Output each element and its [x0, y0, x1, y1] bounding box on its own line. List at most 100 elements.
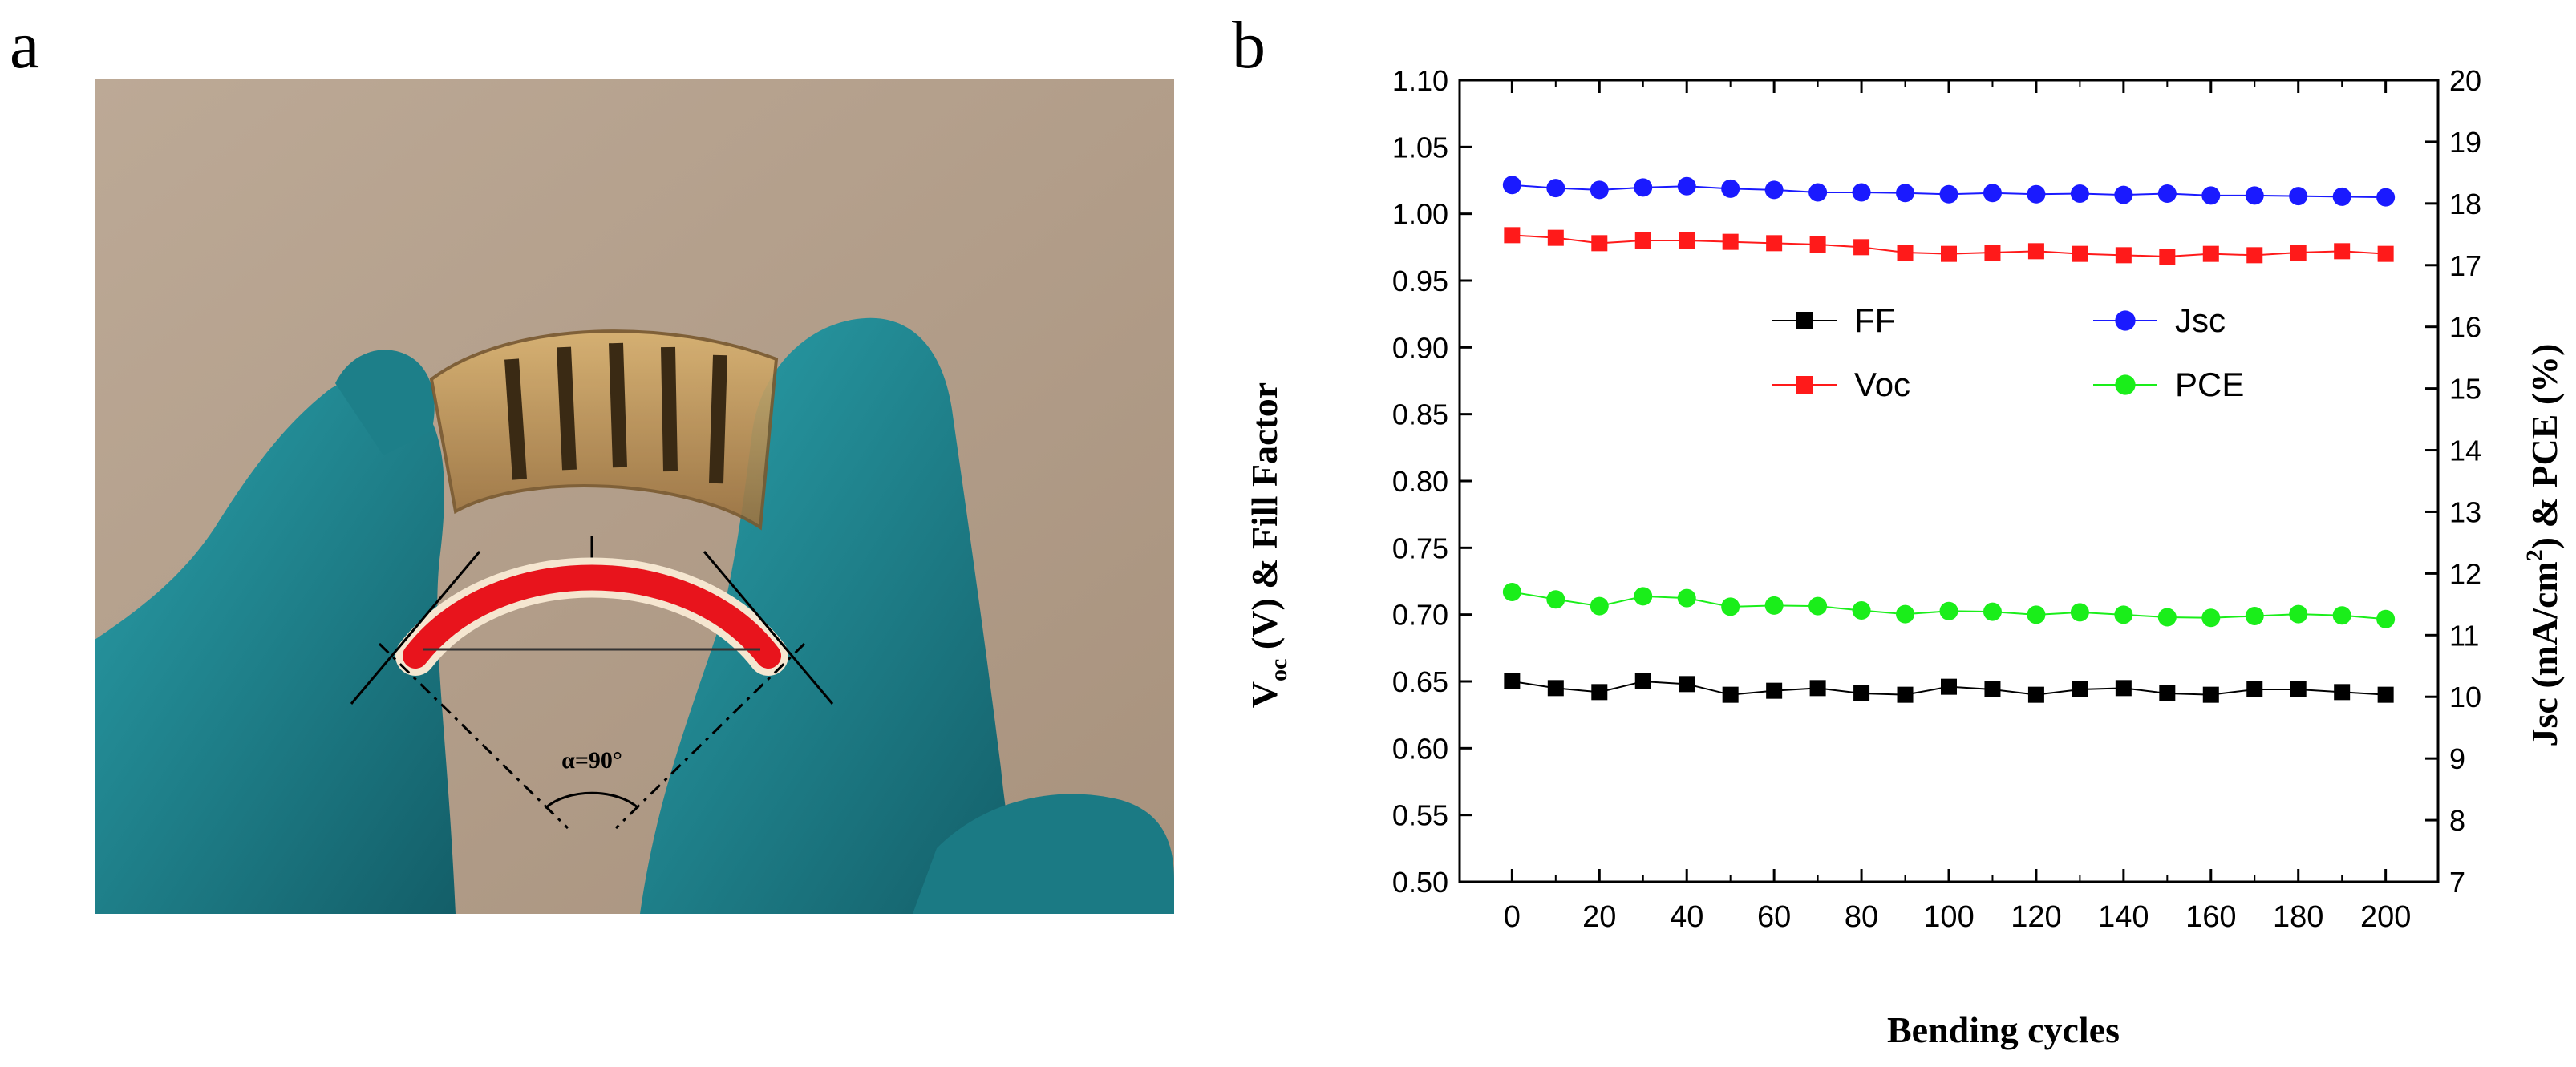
data-point-pce [2114, 605, 2133, 624]
data-point-jsc [2332, 187, 2351, 206]
data-point-ff [1634, 673, 1651, 689]
y-left-tick-label: 0.65 [1392, 665, 1448, 698]
y-right-label-pre: Jsc (mA/cm [2524, 561, 2565, 746]
data-point-pce [1852, 601, 1871, 620]
data-point-voc [1634, 232, 1651, 249]
legend-label-voc: Voc [1854, 366, 1910, 403]
series-jsc [1502, 176, 2396, 207]
data-point-ff [2202, 686, 2219, 703]
y-left-tick-label: 1.05 [1392, 131, 1448, 164]
data-point-jsc [1502, 176, 1521, 195]
data-point-ff [1679, 676, 1695, 693]
y-left-tick-label: 0.50 [1392, 866, 1448, 899]
y-right-tick-label: 13 [2449, 495, 2481, 528]
data-point-voc [1941, 245, 1957, 262]
data-point-voc [1897, 245, 1914, 261]
data-point-jsc [1983, 184, 2002, 203]
y-left-label-main: V [1244, 681, 1285, 708]
x-tick-label: 0 [1504, 900, 1521, 934]
angle-label: α=90° [561, 747, 622, 774]
data-point-pce [2332, 606, 2351, 625]
data-point-jsc [1808, 183, 1828, 202]
data-point-ff [2072, 681, 2088, 697]
data-point-pce [2201, 608, 2221, 628]
data-point-voc [2377, 245, 2394, 262]
y-right-tick-label: 8 [2449, 804, 2465, 837]
data-point-ff [1897, 686, 1914, 703]
legend-marker-pce [2115, 374, 2136, 395]
data-point-voc [2290, 245, 2307, 261]
data-point-pce [1590, 596, 1609, 616]
data-point-jsc [1677, 176, 1696, 196]
data-point-jsc [2201, 186, 2221, 205]
data-point-voc [2072, 245, 2088, 262]
y-left-tick-label: 0.95 [1392, 265, 1448, 297]
x-tick-label: 180 [2273, 900, 2323, 934]
legend-marker-voc [1796, 376, 1813, 394]
x-tick-label: 20 [1582, 900, 1616, 934]
data-point-voc [2202, 245, 2219, 262]
legend-item-ff: FF [1772, 301, 1895, 339]
tangent-right [703, 551, 834, 705]
y-left-label-sub: oc [1266, 659, 1292, 681]
legend-marker-ff [1796, 312, 1813, 329]
data-point-ff [2246, 681, 2263, 697]
legend-item-voc: Voc [1772, 366, 1910, 403]
data-point-pce [1939, 601, 1958, 620]
data-point-jsc [2114, 185, 2133, 204]
data-point-jsc [2157, 184, 2177, 204]
legend-item-pce: PCE [2093, 366, 2244, 403]
y-right-tick-label: 10 [2449, 681, 2481, 713]
x-tick-label: 120 [2011, 900, 2061, 934]
x-axis-label: Bending cycles [1887, 1009, 2120, 1050]
chart-series [1502, 176, 2396, 703]
chart-axes: 0 20 40 60 80 100 120 140 160 180 200 0.50 0.55 0.60 0… [1392, 64, 2481, 934]
y-right-tick-label: 17 [2449, 249, 2481, 282]
y-left-tick-label: 0.55 [1392, 799, 1448, 832]
data-point-pce [1677, 588, 1696, 608]
data-point-pce [2070, 603, 2089, 622]
series-ff [1504, 673, 2394, 703]
tangent-left [350, 551, 481, 705]
angle-arc [545, 791, 639, 810]
y-right-tick-label: 19 [2449, 126, 2481, 159]
series-voc [1504, 227, 2394, 265]
y-right-tick-label: 7 [2449, 866, 2465, 899]
data-point-ff [2159, 685, 2176, 701]
legend-item-jsc: Jsc [2093, 301, 2226, 339]
data-point-ff [2334, 684, 2351, 701]
legend-label-ff: FF [1854, 301, 1895, 339]
data-point-jsc [1939, 184, 1958, 204]
data-point-ff [2377, 686, 2394, 703]
data-point-jsc [1721, 179, 1740, 198]
right-glove-lower [913, 794, 1174, 914]
y-left-tick-label: 0.70 [1392, 599, 1448, 632]
data-point-jsc [2376, 188, 2396, 207]
data-point-voc [1853, 239, 1870, 256]
data-point-jsc [1634, 178, 1653, 197]
data-point-ff [1591, 684, 1608, 701]
y-left-tick-label: 0.80 [1392, 465, 1448, 498]
left-glove [95, 377, 456, 914]
data-point-ff [1722, 686, 1739, 703]
left-glove-thumb [335, 350, 435, 455]
y-left-tick-label: 0.60 [1392, 732, 1448, 765]
y-left-tick-label: 1.10 [1392, 64, 1448, 97]
data-point-voc [1504, 227, 1521, 244]
data-point-pce [1896, 604, 1915, 624]
y-left-tick-label: 0.85 [1392, 398, 1448, 431]
data-point-pce [1634, 587, 1653, 606]
y-axis-right-label: Jsc (mA/cm2) & PCE (%) [2521, 344, 2565, 747]
data-point-pce [1764, 596, 1784, 615]
y-right-tick-label: 9 [2449, 742, 2465, 775]
data-point-voc [1679, 232, 1695, 249]
data-point-ff [1984, 681, 2001, 697]
data-point-voc [1591, 235, 1608, 252]
data-point-ff [2027, 686, 2044, 703]
data-point-pce [2376, 609, 2396, 628]
data-point-jsc [1546, 179, 1565, 198]
data-point-pce [1983, 602, 2002, 621]
data-point-jsc [2027, 184, 2046, 204]
y-axis-left-label: Voc (V) & Fill Factor [1244, 382, 1292, 708]
data-point-voc [2027, 243, 2044, 260]
